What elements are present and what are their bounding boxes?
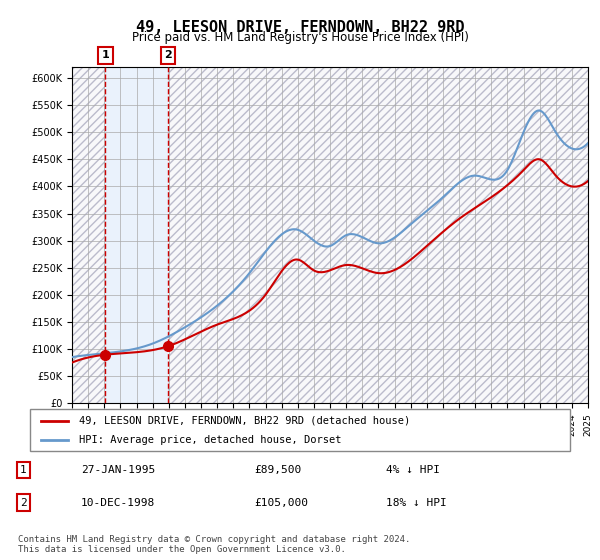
Text: 4% ↓ HPI: 4% ↓ HPI (386, 465, 440, 475)
FancyBboxPatch shape (30, 409, 570, 451)
Text: 1: 1 (20, 465, 27, 475)
Text: 18% ↓ HPI: 18% ↓ HPI (386, 498, 447, 507)
Text: Price paid vs. HM Land Registry's House Price Index (HPI): Price paid vs. HM Land Registry's House … (131, 31, 469, 44)
Text: 1: 1 (101, 50, 109, 60)
Text: 10-DEC-1998: 10-DEC-1998 (81, 498, 155, 507)
Text: £105,000: £105,000 (254, 498, 308, 507)
Text: Contains HM Land Registry data © Crown copyright and database right 2024.
This d: Contains HM Land Registry data © Crown c… (18, 535, 410, 554)
Text: 2: 2 (20, 498, 27, 507)
Text: £89,500: £89,500 (254, 465, 301, 475)
Text: 49, LEESON DRIVE, FERNDOWN, BH22 9RD: 49, LEESON DRIVE, FERNDOWN, BH22 9RD (136, 20, 464, 35)
Text: 27-JAN-1995: 27-JAN-1995 (81, 465, 155, 475)
Text: 49, LEESON DRIVE, FERNDOWN, BH22 9RD (detached house): 49, LEESON DRIVE, FERNDOWN, BH22 9RD (de… (79, 416, 410, 426)
Text: 2: 2 (164, 50, 172, 60)
Text: HPI: Average price, detached house, Dorset: HPI: Average price, detached house, Dors… (79, 435, 341, 445)
